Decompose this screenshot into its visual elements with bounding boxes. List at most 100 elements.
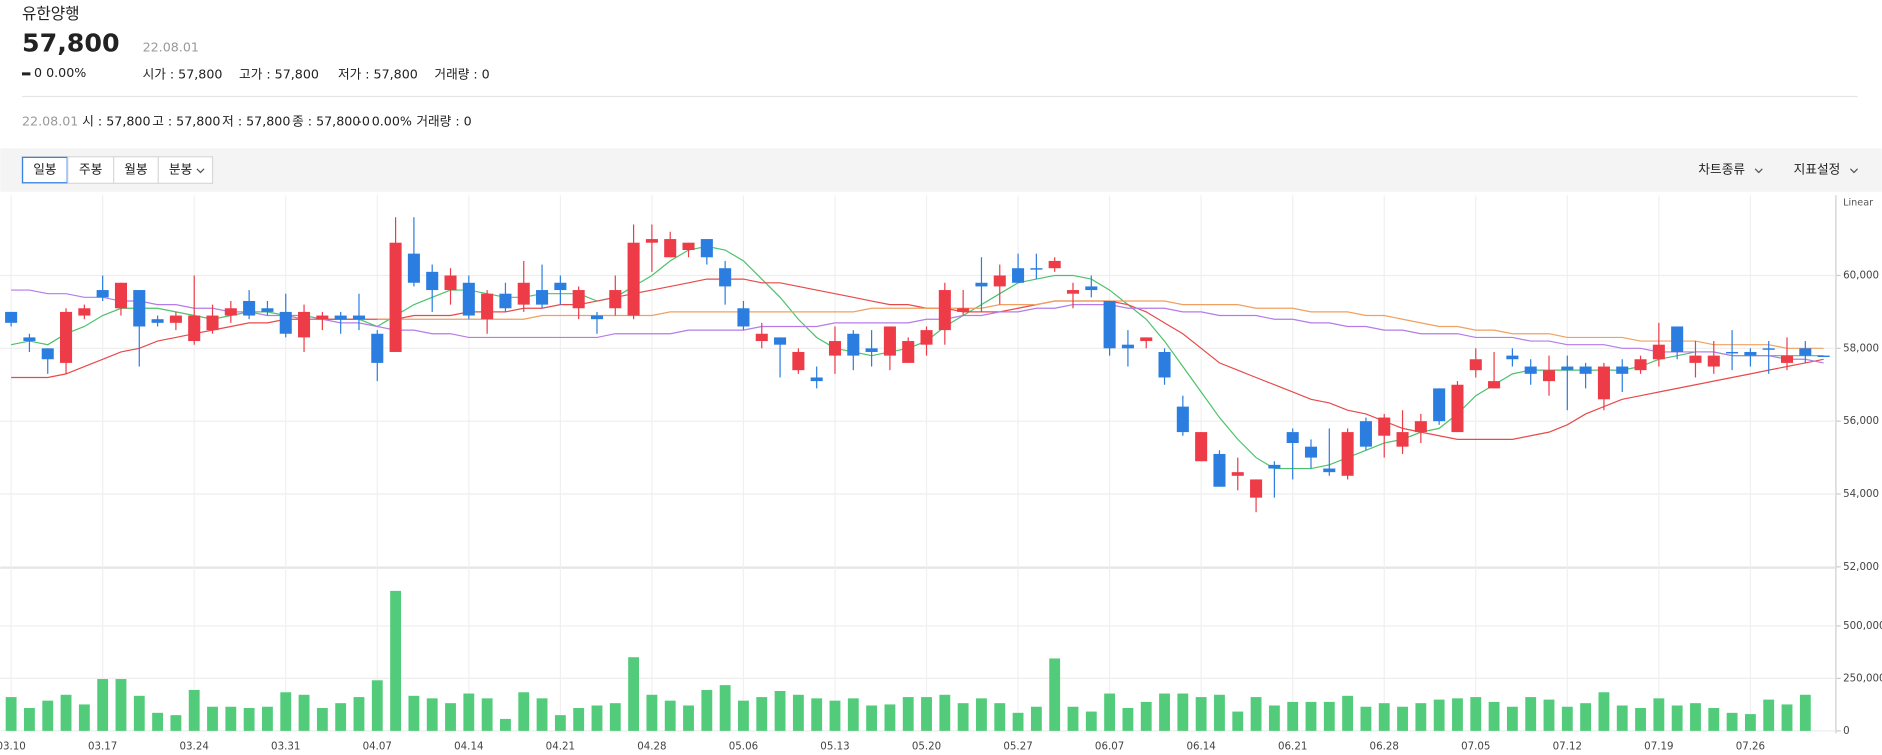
x-tick-label: 04.28 — [637, 741, 666, 753]
volume-bar — [390, 590, 402, 731]
chevron — [196, 168, 205, 174]
volume-bar — [60, 694, 72, 731]
volume-bar — [1305, 701, 1317, 731]
candle-body — [1359, 421, 1372, 447]
candle-body — [1451, 384, 1464, 433]
volume-bar — [1049, 658, 1061, 731]
volume-bar — [609, 703, 621, 731]
y-tick-label: 56,000 — [1843, 415, 1879, 427]
candle-body — [389, 242, 402, 352]
candle-body — [407, 253, 420, 283]
period-btn[interactable]: 월봉 — [124, 162, 147, 177]
volume-bar — [1744, 714, 1756, 731]
period-btn[interactable]: 일봉 — [33, 162, 56, 177]
volume-bar — [426, 698, 438, 731]
volume-bar — [78, 704, 90, 731]
candle-body — [645, 239, 658, 243]
volume-bar — [683, 705, 694, 731]
volume-bar — [738, 700, 749, 731]
period-btn[interactable]: 분봉 — [169, 162, 192, 177]
candle-body — [1250, 479, 1263, 498]
volume-bar — [664, 700, 676, 731]
candle-body — [1268, 464, 1281, 469]
candle-body — [462, 282, 475, 316]
candle-body — [902, 341, 915, 363]
volume-bar — [1598, 692, 1610, 731]
candle-body — [828, 341, 842, 356]
volume-bar — [1378, 703, 1390, 731]
volume-bar — [1653, 698, 1665, 731]
candle-body — [371, 333, 384, 363]
volume-bar — [445, 703, 456, 731]
volume-bar — [1635, 708, 1646, 731]
candle-body — [993, 275, 1006, 287]
volume-bar — [866, 705, 878, 731]
volume-bar — [1580, 703, 1592, 731]
candle-body — [1048, 260, 1061, 269]
volume-bar — [774, 690, 786, 731]
candle-body — [1744, 351, 1757, 356]
candle-body — [664, 239, 677, 258]
x-tick-label: 04.21 — [546, 741, 575, 753]
volume-bar — [536, 698, 548, 731]
volume-bar — [976, 698, 987, 731]
candle-body — [1231, 472, 1244, 476]
candle-body — [151, 319, 164, 323]
volume-bar — [353, 697, 365, 731]
volume-bar — [829, 700, 841, 731]
toolbar-right-btn[interactable]: 차트종류 — [1698, 162, 1745, 177]
candle-body — [1579, 366, 1592, 374]
volume-bar — [1708, 708, 1720, 731]
info-item: -0 — [357, 113, 370, 128]
candle-body — [975, 282, 988, 287]
info-item: 거래량 : 0 — [416, 113, 471, 128]
volume-bar — [1268, 705, 1280, 731]
candle-body — [1176, 406, 1189, 433]
candle-body — [609, 290, 622, 309]
volume-bar — [591, 705, 603, 731]
volume-bar — [1085, 711, 1097, 731]
chevron — [1849, 168, 1859, 174]
candle-body — [481, 293, 494, 320]
candle-body — [755, 333, 768, 342]
candle-body — [1121, 344, 1134, 349]
selected-btn — [21, 156, 68, 184]
volume-bar — [847, 698, 859, 731]
candle-body — [444, 275, 457, 291]
candle-body — [1707, 355, 1720, 367]
candle-body — [1634, 359, 1647, 371]
volume-bar — [1122, 708, 1134, 731]
x-tick-label: 06.28 — [1370, 741, 1399, 753]
candle-body — [810, 377, 823, 382]
candle-body — [1488, 381, 1501, 389]
volume-bar — [1232, 711, 1244, 731]
y-tick-label: 58,000 — [1843, 342, 1879, 354]
volume-bar — [1012, 712, 1024, 731]
volume-tick-label: 500,000 — [1843, 620, 1882, 632]
scale-label: Linear — [1843, 198, 1873, 209]
candle-body — [1671, 326, 1684, 352]
candle-body — [792, 351, 805, 371]
period-btn[interactable]: 주봉 — [79, 162, 102, 177]
x-tick-label: 03.17 — [88, 741, 117, 753]
volume-bar — [811, 698, 823, 731]
volume-bar — [1616, 705, 1628, 731]
y-tick-label: 52,000 — [1843, 561, 1879, 573]
x-tick-label: 04.14 — [454, 741, 483, 753]
ma-line — [377, 300, 1824, 349]
candle-body — [1433, 388, 1446, 422]
volume-bar — [518, 692, 530, 731]
volume-bar — [1342, 695, 1354, 731]
price-date: 22.08.01 — [143, 40, 199, 55]
toolbar-right-btn[interactable]: 지표설정 — [1794, 162, 1841, 177]
volume-bar — [1250, 697, 1262, 731]
candle-body — [23, 337, 36, 342]
volume-bar — [1140, 701, 1152, 731]
volume-bar — [1506, 706, 1518, 731]
candle-body — [188, 315, 201, 342]
volume-bar — [188, 689, 200, 731]
volume-bar — [500, 718, 511, 731]
volume-bar — [207, 706, 218, 731]
candle-body — [1616, 366, 1629, 374]
stock-name: 유한양행 — [22, 4, 80, 23]
